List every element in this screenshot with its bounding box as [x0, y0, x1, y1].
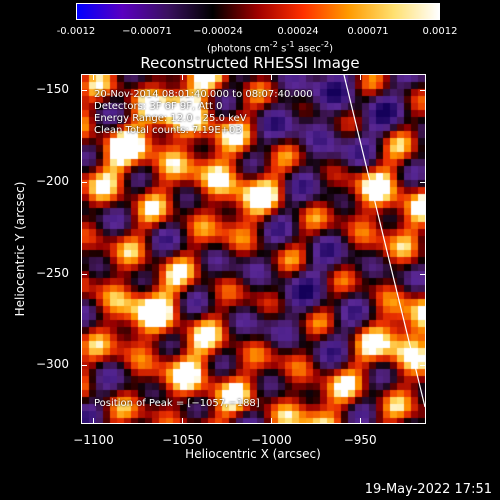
x-tick-label: −950: [343, 433, 377, 447]
x-tick-mark: [182, 418, 184, 424]
colorbar-tick-label: −0.00071: [122, 26, 172, 37]
x-tick-mark: [271, 74, 273, 80]
colorbar: [76, 3, 440, 20]
y-tick-mark: [81, 182, 87, 184]
y-tick-label: −300: [36, 357, 69, 372]
x-tick-mark: [360, 74, 362, 80]
x-tick-mark: [93, 74, 95, 80]
limb-overlay: [343, 75, 425, 408]
x-tick-mark: [93, 418, 95, 424]
rhessi-image-plot: 20-Nov-2014 08:01:40.000 to 08:07:40.000…: [81, 74, 426, 424]
timestamp-label: 19-May-2022 17:51: [364, 482, 492, 497]
energy-range-label: Energy Range: 12.0 - 25.0 keV: [94, 113, 247, 124]
x-tick-label: −1000: [250, 433, 292, 447]
y-tick-mark: [420, 273, 426, 275]
y-tick-mark: [81, 273, 87, 275]
x-tick-mark: [182, 74, 184, 80]
y-tick-mark: [420, 365, 426, 367]
colorbar-unit-label: (photons cm-2 s-1 asec-2): [206, 39, 334, 55]
x-tick-mark: [271, 418, 273, 424]
reconstructed-image-canvas: [82, 75, 425, 423]
y-tick-mark: [81, 365, 87, 367]
clean-counts-label: Clean Total counts: 7.19E+03: [94, 125, 242, 136]
y-tick-mark: [81, 90, 87, 92]
colorbar-tick-label: 0.00071: [347, 26, 389, 37]
time-range-label: 20-Nov-2014 08:01:40.000 to 08:07:40.000: [94, 89, 313, 100]
colorbar-tick-label: −0.00024: [193, 26, 243, 37]
detectors-label: Detectors: 3F 6F 9F, Att 0: [94, 101, 223, 112]
peak-position-label: Position of Peak = [−1057,−188]: [94, 398, 260, 409]
x-tick-label: −1050: [162, 433, 203, 447]
colorbar-tick-label: 0.0012: [422, 26, 458, 37]
x-axis-label: Heliocentric X (arcsec): [185, 447, 321, 461]
x-tick-mark: [360, 418, 362, 424]
y-tick-label: −250: [36, 265, 69, 280]
y-tick-label: −200: [36, 174, 69, 189]
x-tick-label: −1100: [73, 433, 114, 447]
colorbar-tick-label: -0.0012: [56, 26, 96, 37]
solar-limb-line: [343, 75, 425, 408]
y-tick-mark: [420, 90, 426, 92]
y-tick-label: −150: [36, 82, 69, 97]
y-tick-mark: [420, 182, 426, 184]
y-axis-label: Heliocentric Y (arcsec): [13, 181, 27, 317]
colorbar-tick-label: 0.00024: [277, 26, 319, 37]
image-title: Reconstructed RHESSI Image: [140, 54, 360, 72]
